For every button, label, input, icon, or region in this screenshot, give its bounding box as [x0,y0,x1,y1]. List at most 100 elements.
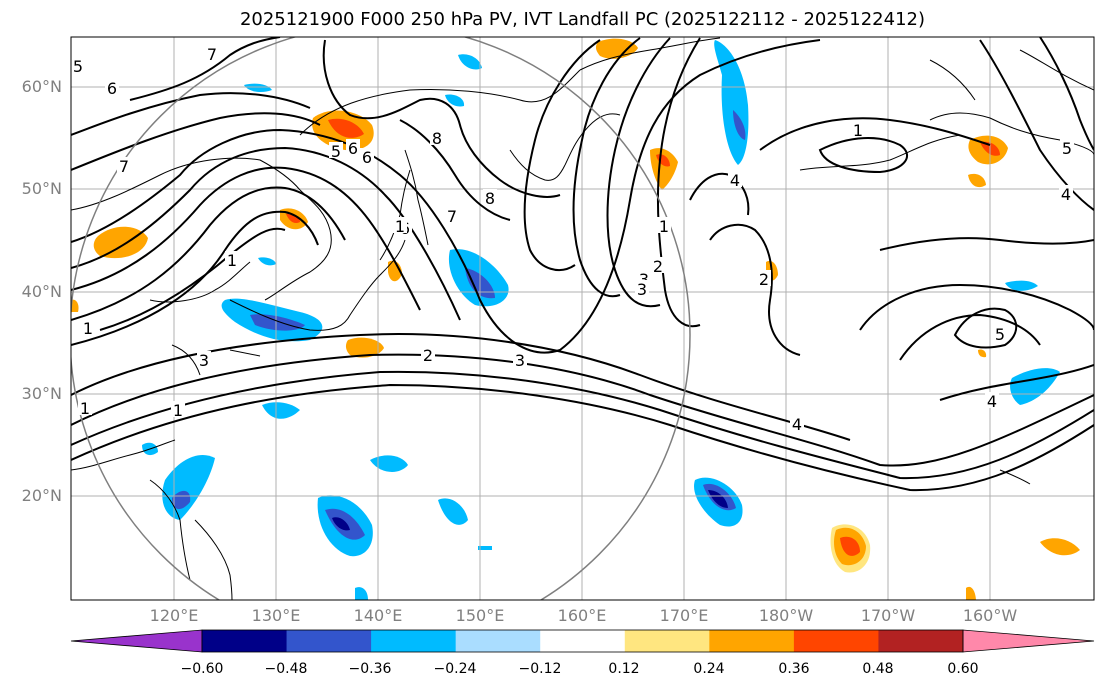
contour-label-bg [197,351,211,367]
neg-anomaly-bering [714,40,749,165]
contour-label: 5 [995,325,1005,344]
contour-label: 5 [1062,139,1072,158]
lon-label-120e: 120°E [149,606,199,625]
contour-label: 8 [485,189,495,208]
colorbar-tick-label: 0.48 [862,661,894,677]
map-frame [70,36,1095,601]
lon-label-170w: 170°W [860,606,916,625]
colorbar-bin [793,630,879,652]
colorbar-tick-label: −0.48 [264,661,308,677]
lon-label-140e: 140°E [353,606,403,625]
contour-label: 5 [73,57,83,76]
contour-label-bg [71,57,85,73]
contour-label-bg [81,319,95,335]
contour-label: 3 [199,351,209,370]
colorbar-bin [709,630,795,652]
contour-label-bg [1059,185,1073,201]
lat-label-60n: 60°N [21,77,62,96]
contour-label-bg [483,189,497,205]
colorbar-extend-low [70,629,203,653]
colorbar-bin [202,630,288,652]
contour-label-bg [851,121,865,137]
chart-title: 2025121900 F000 250 hPa PV, IVT Landfall… [239,9,926,30]
colorbar-tick-label: −0.12 [518,661,562,677]
contour-label: 3 [637,280,647,299]
contour-label-bg [1060,139,1074,155]
ivt-shading [71,38,1080,600]
lon-label-130e: 130°E [251,606,301,625]
graticule [71,37,1094,600]
contour-label: 6 [348,139,358,158]
lon-label-180w: 180°W [758,606,814,625]
contour-label-bg [360,148,374,164]
contour-label-bg [421,346,435,362]
colorbar-bin [371,630,457,652]
contour-label: 1 [659,217,669,236]
contour-label: 6 [107,79,117,98]
neg-anomaly-east-pac [1010,368,1060,405]
contour-label: 1 [395,217,405,236]
lon-label-160e: 160°E [557,606,607,625]
contour-label: 2 [423,346,433,365]
contour-label: 2 [759,270,769,289]
contour-label-bg [346,139,360,155]
lat-label-50n: 50°N [21,179,62,198]
contour-label-bg [651,257,665,273]
colorbar-tick-label: −0.60 [180,661,224,677]
lon-label-150e: 150°E [455,606,505,625]
contour-label: 1 [853,121,863,140]
contour-label-bg [205,45,219,61]
contour-label-bg [225,251,239,267]
contour-label-bg [393,217,407,233]
coastlines [71,37,1094,600]
contour-label: 8 [432,129,442,148]
contour-label-bg [728,171,742,187]
contour-label-bg [635,280,649,296]
lon-label-170e: 170°E [659,606,709,625]
colorbar-outline [201,629,964,653]
lon-label-160w: 160°W [962,606,1018,625]
contour-label: 7 [447,207,457,226]
contour-label-bg [171,401,185,417]
lat-label-30n: 30°N [21,384,62,403]
contour-label: 4 [730,171,740,190]
contour-label-bg [105,79,119,95]
colorbar-bin [286,630,372,652]
lat-label-20n: 20°N [21,486,62,505]
contour-label: 4 [792,415,802,434]
contour-label-bg [757,270,771,286]
contour-label: 3 [515,351,525,370]
contour-label-bg [513,351,527,367]
colorbar-extend-high [962,629,1095,653]
colorbar-bin [455,630,541,652]
contour-label: 1 [227,251,237,270]
colorbar-bin [540,630,626,652]
contour-label: 1 [80,399,90,418]
contour-label-bg [985,392,999,408]
contour-label: 4 [1061,185,1071,204]
contour-label-bg [445,207,459,223]
range-circle [71,37,691,600]
lat-label-40n: 40°N [21,282,62,301]
contour-label: 5 [331,142,341,161]
contour-label-bg [657,217,671,233]
colorbar-tick-label: 0.36 [778,661,810,677]
colorbar-bin [878,630,964,652]
colorbar-tick-label: −0.24 [433,661,477,677]
colorbar-tick-label: 0.60 [947,661,979,677]
contour-label-bg [993,325,1007,341]
contour-label-bg [78,399,92,415]
neg-anomaly-philippines [162,454,215,520]
colorbar-bin [624,630,710,652]
contour-labels: 7676568876133112323142154544115 [71,45,1074,434]
contour-label: 7 [207,45,217,64]
contour-label: 2 [653,257,663,276]
contour-label: 3 [639,270,649,289]
colorbar [70,629,1095,653]
colorbar-tick-label: −0.36 [348,661,392,677]
contour-label: 1 [173,401,183,420]
contour-label-bg [790,415,804,431]
colorbar-tick-label: 0.12 [608,661,640,677]
contour-label-bg [117,157,131,173]
